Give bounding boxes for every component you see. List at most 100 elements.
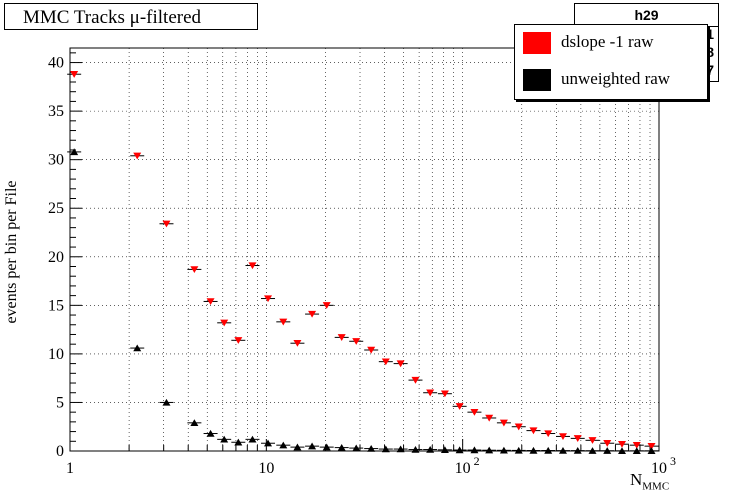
data-point-dslope [279,318,288,326]
data-point-dslope [558,433,567,441]
data-point-unweighted [396,445,405,453]
x-tick-label: 1 [66,460,74,477]
y-tick-label: 30 [48,152,64,169]
y-tick-label: 15 [48,297,64,314]
data-point-unweighted [632,447,641,455]
data-point-dslope [603,440,612,447]
grid-layer [70,48,659,451]
data-point-unweighted [352,444,361,452]
data-point-unweighted [381,445,390,453]
data-point-unweighted [529,446,538,454]
y-tick-label: 20 [48,249,64,266]
data-point-dslope [133,152,142,160]
x-axis-label: NMMC [630,470,669,492]
data-point-dslope [485,414,494,422]
data-point-unweighted [499,446,508,454]
data-point-dslope [293,340,302,347]
y-axis-label: events per bin per File [3,180,20,324]
data-point-dslope [529,427,538,435]
data-point-unweighted [647,447,656,455]
y-tick-label: 40 [48,55,64,72]
data-point-unweighted [264,439,273,447]
data-point-dslope [220,319,229,327]
data-point-dslope [455,403,464,410]
legend-swatch-black [523,69,551,91]
data-point-unweighted [234,438,243,446]
data-point-dslope [322,302,331,309]
y-tick-label: 10 [48,346,64,363]
data-point-dslope [440,390,449,398]
data-point-unweighted [544,446,553,454]
x-tick-label-exponent: 2 [474,454,480,468]
data-point-dslope [499,419,508,427]
data-point-unweighted [573,447,582,454]
data-point-dslope [337,334,346,341]
data-point-dslope [514,423,523,431]
data-point-dslope [248,262,257,270]
x-axis-label-sub: MMC [642,480,670,493]
title-box: MMC Tracks μ-filtered [4,3,258,30]
data-point-dslope [632,441,641,449]
data-point-dslope [588,437,597,444]
data-point-unweighted [206,429,215,437]
data-point-unweighted [220,435,229,443]
data-point-unweighted [411,445,420,453]
data-point-dslope [618,441,627,448]
data-point-unweighted [618,447,627,455]
data-point-unweighted [558,447,567,454]
data-point-dslope [162,220,171,228]
data-point-dslope [308,310,317,318]
data-point-unweighted [279,441,288,449]
y-tick-label: 35 [48,103,64,120]
data-point-dslope [70,71,79,78]
data-point-unweighted [190,419,199,427]
data-point-dslope [367,346,376,354]
data-point-dslope [426,389,435,397]
y-tick-label: 5 [56,394,64,411]
data-point-dslope [647,442,656,450]
data-point-unweighted [248,435,257,443]
legend-label-dslope: dslope -1 raw [561,32,654,51]
data-point-unweighted [70,148,79,156]
data-point-unweighted [455,446,464,454]
x-tick-label: 10 [651,460,667,477]
x-tick-label-exponent: 3 [670,454,676,468]
data-point-unweighted [426,445,435,453]
data-point-dslope [396,360,405,368]
y-tick-label: 0 [56,443,64,460]
data-point-dslope [234,337,243,344]
data-point-dslope [352,338,361,345]
data-point-unweighted [293,443,302,451]
data-point-unweighted [440,446,449,454]
data-point-unweighted [162,398,171,406]
data-point-dslope [206,298,215,306]
data-point-dslope [190,266,199,274]
data-point-dslope [470,408,479,416]
legend: dslope -1 raw unweighted raw [514,24,708,100]
data-point-dslope [411,376,420,384]
data-point-dslope [381,358,390,366]
x-tick-label: 10 [258,460,274,477]
chart-title: MMC Tracks μ-filtered [23,7,202,28]
data-point-unweighted [308,442,317,450]
axes-layer [69,47,660,452]
plot-frame [69,47,660,452]
data-point-unweighted [514,446,523,454]
data-point-dslope [264,295,273,303]
data-point-unweighted [367,444,376,452]
data-point-unweighted [337,444,346,451]
data-point-unweighted [133,344,142,352]
x-axis-label-main: N [630,470,643,489]
marks-layer [67,71,659,455]
x-tick-label: 10 [455,460,471,477]
legend-swatch-red [523,32,551,54]
data-point-unweighted [322,443,331,451]
data-point-dslope [544,430,553,438]
y-tick-label: 25 [48,200,64,217]
data-point-unweighted [470,446,479,454]
legend-label-unweighted: unweighted raw [561,69,671,88]
data-point-unweighted [603,447,612,454]
data-point-unweighted [485,446,494,454]
